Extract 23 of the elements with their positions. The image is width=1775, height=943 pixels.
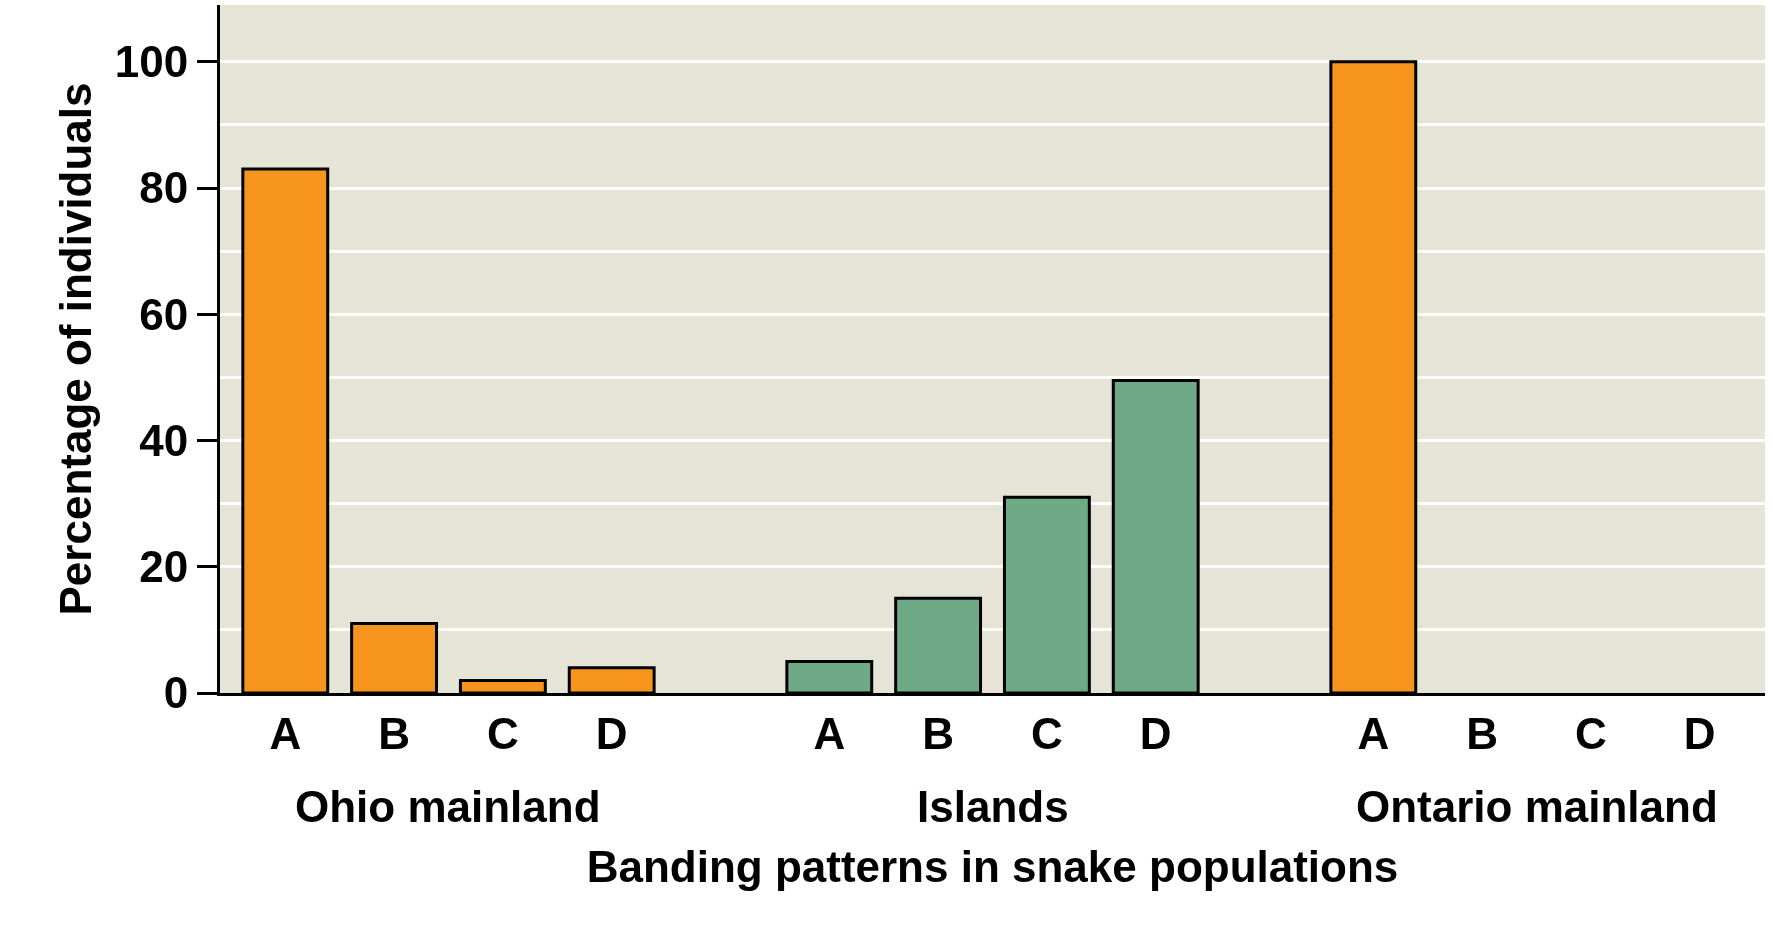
x-tick-label: A <box>1357 708 1390 758</box>
x-tick-label: D <box>595 708 628 758</box>
text: Islands <box>917 782 1069 831</box>
x-tick-label: D <box>1683 708 1716 758</box>
text: Ontario mainland <box>1356 782 1718 831</box>
x-tick-label: B <box>378 708 410 758</box>
x-tick-label: B <box>922 708 954 758</box>
x-tick-label: D <box>1139 708 1172 758</box>
x-tick-label: B <box>1466 708 1498 758</box>
x-axis-title: Banding patterns in snake populations <box>586 842 1399 892</box>
y-tick-label: 0 <box>163 668 189 718</box>
y-tick-label: 100 <box>114 37 189 87</box>
y-tick-label: 20 <box>139 542 189 592</box>
x-tick-label: A <box>813 708 846 758</box>
text: Ohio mainland <box>295 782 601 831</box>
x-tick-label: A <box>269 708 302 758</box>
y-axis-title: Percentage of individuals <box>50 82 100 616</box>
y-tick-label: 60 <box>139 289 189 339</box>
y-tick-label: 40 <box>139 415 189 465</box>
x-tick-label: C <box>487 708 519 758</box>
x-tick-label: C <box>1575 708 1607 758</box>
y-tick-label: 80 <box>139 163 189 213</box>
x-tick-label: C <box>1031 708 1063 758</box>
